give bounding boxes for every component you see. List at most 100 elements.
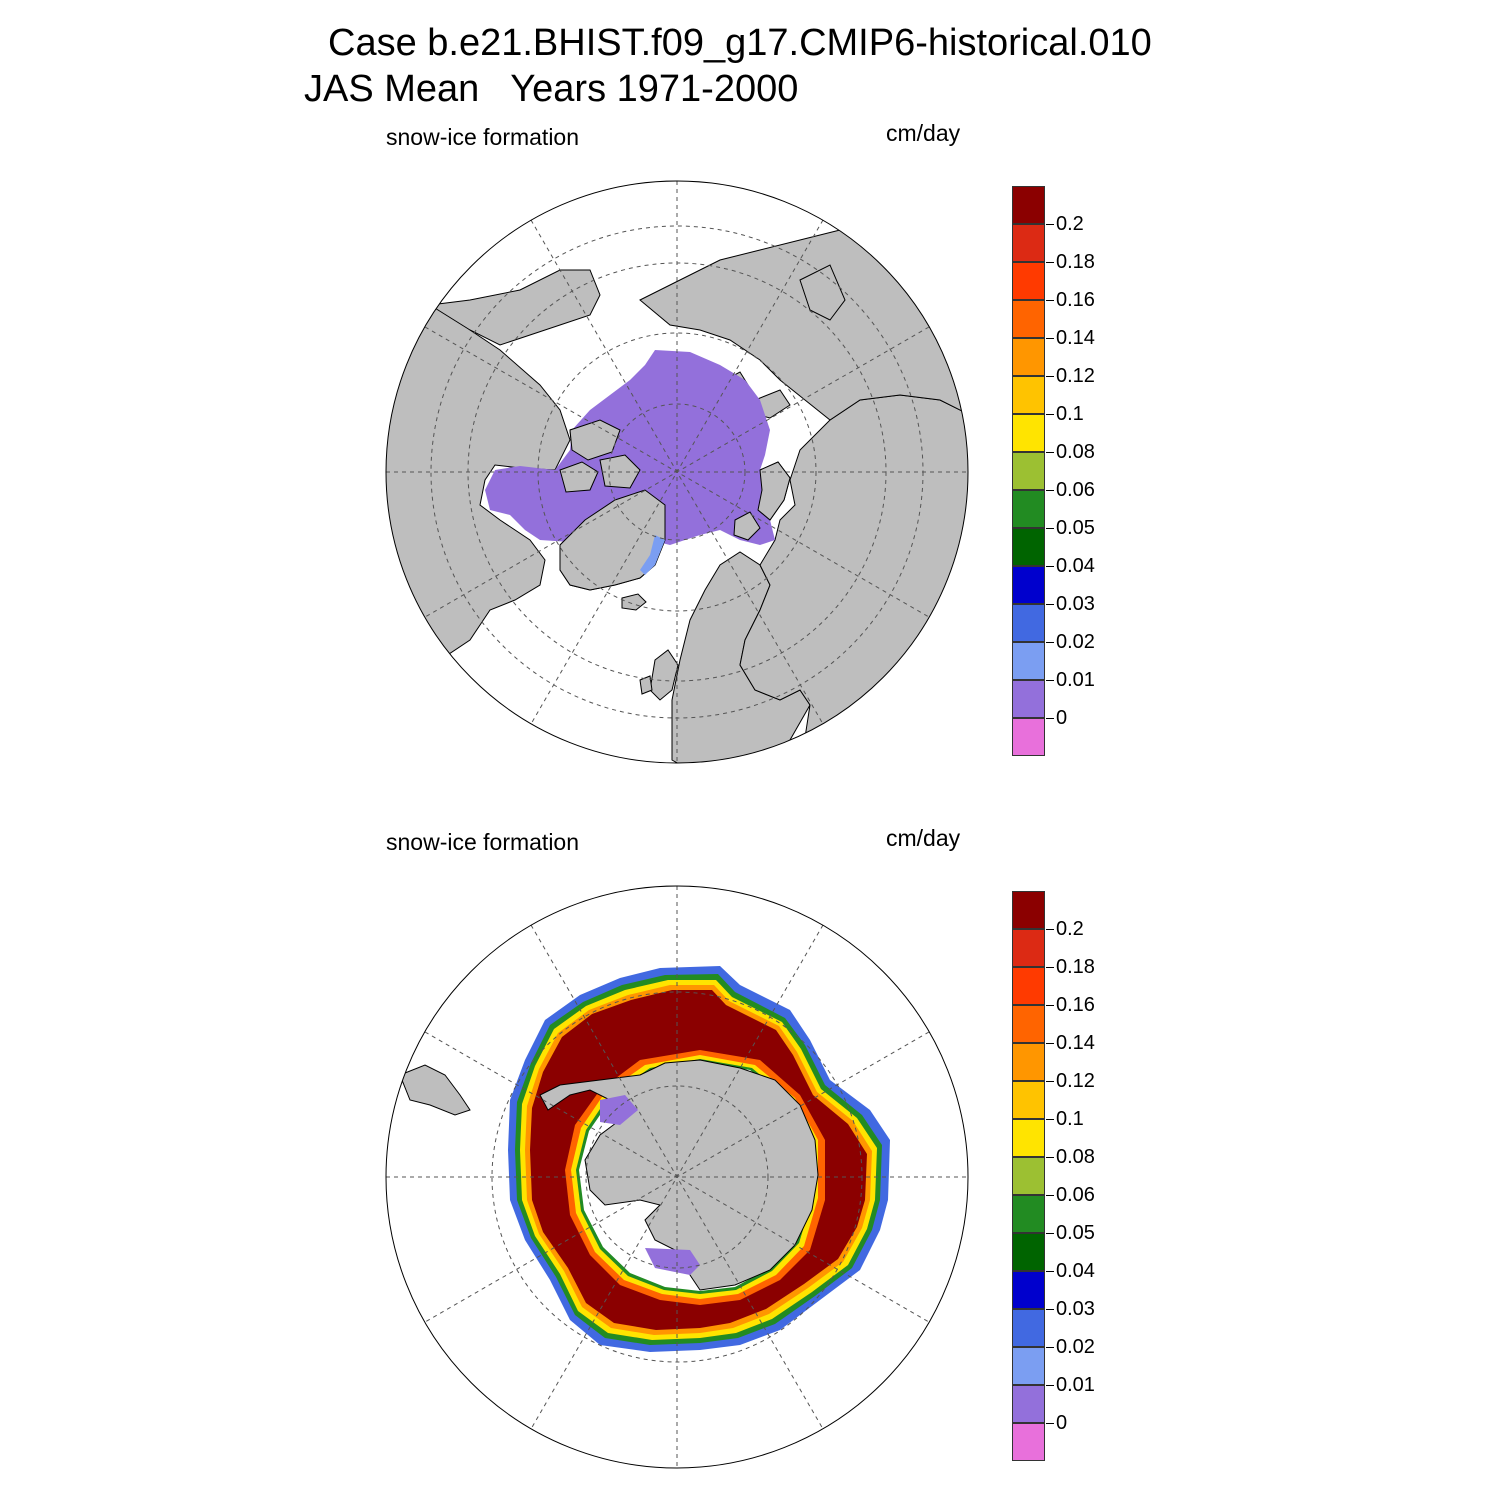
south-colorbar-swatch <box>1012 1309 1045 1347</box>
figure-title-line-1: Case b.e21.BHIST.f09_g17.CMIP6-historica… <box>328 22 1152 64</box>
north-polar-map <box>385 180 969 764</box>
south-colorbar-label: 0.18 <box>1056 956 1095 978</box>
north-colorbar-label: 0.18 <box>1056 251 1095 273</box>
north-colorbar-swatch <box>1012 566 1045 604</box>
south-colorbar-label: 0.04 <box>1056 1260 1095 1282</box>
south-colorbar-tick <box>1046 967 1054 968</box>
south-colorbar-tick <box>1046 1119 1054 1120</box>
south-colorbar-label: 0 <box>1056 1412 1068 1434</box>
south-colorbar-swatch <box>1012 929 1045 967</box>
south-colorbar-tick <box>1046 1309 1054 1310</box>
north-colorbar-tick <box>1046 376 1054 377</box>
south-colorbar-tick <box>1046 1043 1054 1044</box>
north-colorbar-tick <box>1046 490 1054 491</box>
north-colorbar-swatch <box>1012 718 1045 756</box>
south-colorbar-tick <box>1046 1233 1054 1234</box>
north-colorbar-label: 0.05 <box>1056 517 1095 539</box>
south-colorbar-swatch <box>1012 1157 1045 1195</box>
north-colorbar-tick <box>1046 566 1054 567</box>
south-colorbar-swatch <box>1012 1005 1045 1043</box>
south-colorbar-tick <box>1046 929 1054 930</box>
north-snow-ice-field <box>485 350 778 545</box>
north-colorbar-label: 0.01 <box>1056 669 1095 691</box>
north-colorbar-label: 0.04 <box>1056 555 1095 577</box>
north-colorbar-tick <box>1046 338 1054 339</box>
north-colorbar-label: 0.1 <box>1056 403 1084 425</box>
south-graticule <box>386 886 968 1468</box>
north-colorbar-label: 0.02 <box>1056 631 1095 653</box>
north-colorbar-tick <box>1046 262 1054 263</box>
north-colorbar-swatch <box>1012 680 1045 718</box>
north-colorbar-label: 0.08 <box>1056 441 1095 463</box>
south-colorbar-label: 0.1 <box>1056 1108 1084 1130</box>
north-colorbar-tick <box>1046 528 1054 529</box>
north-panel-variable-label: snow-ice formation <box>386 124 580 150</box>
south-america-land <box>399 1064 471 1116</box>
south-colorbar-tick <box>1046 1271 1054 1272</box>
south-colorbar-swatch <box>1012 967 1045 1005</box>
north-colorbar-swatch <box>1012 414 1045 452</box>
north-colorbar-tick <box>1046 452 1054 453</box>
south-colorbar-tick <box>1046 1005 1054 1006</box>
north-colorbar-label: 0.12 <box>1056 365 1095 387</box>
north-colorbar-tick <box>1046 414 1054 415</box>
north-graticule <box>386 181 968 763</box>
north-colorbar-label: 0.2 <box>1056 213 1084 235</box>
south-colorbar-label: 0.02 <box>1056 1336 1095 1358</box>
north-colorbar-tick <box>1046 300 1054 301</box>
north-panel-units-label: cm/day <box>886 120 961 146</box>
north-colorbar-swatch <box>1012 490 1045 528</box>
north-colorbar-label: 0.14 <box>1056 327 1095 349</box>
north-colorbar-tick <box>1046 718 1054 719</box>
south-colorbar-swatch <box>1012 1423 1045 1461</box>
north-colorbar-swatch <box>1012 642 1045 680</box>
south-colorbar-swatch <box>1012 1347 1045 1385</box>
south-colorbar-swatch <box>1012 891 1045 929</box>
south-colorbar-swatch <box>1012 1119 1045 1157</box>
north-colorbar-tick <box>1046 680 1054 681</box>
south-purple-patch-weddell <box>600 1095 638 1125</box>
north-map-border <box>385 180 969 764</box>
south-colorbar-label: 0.08 <box>1056 1146 1095 1168</box>
south-colorbar-swatch <box>1012 1195 1045 1233</box>
south-colorbar-tick <box>1046 1423 1054 1424</box>
north-colorbar-label: 0.03 <box>1056 593 1095 615</box>
south-colorbar-label: 0.03 <box>1056 1298 1095 1320</box>
south-colorbar-label: 0.12 <box>1056 1070 1095 1092</box>
south-panel-units-label: cm/day <box>886 825 961 851</box>
north-colorbar-label: 0.06 <box>1056 479 1095 501</box>
south-colorbar-swatch <box>1012 1081 1045 1119</box>
south-polar-map <box>385 885 969 1469</box>
south-purple-patch-ross <box>645 1248 700 1275</box>
north-greenland-rim <box>640 535 665 575</box>
figure-title-line-2: JAS Mean Years 1971-2000 <box>304 68 799 110</box>
north-colorbar-tick <box>1046 604 1054 605</box>
north-islands <box>559 419 791 591</box>
south-colorbar-tick <box>1046 1081 1054 1082</box>
north-colorbar-tick <box>1046 642 1054 643</box>
north-colorbar-swatch <box>1012 604 1045 642</box>
north-colorbar-label: 0.16 <box>1056 289 1095 311</box>
north-colorbar-swatch <box>1012 186 1045 224</box>
south-colorbar-label: 0.16 <box>1056 994 1095 1016</box>
south-colorbar-label: 0.05 <box>1056 1222 1095 1244</box>
south-colorbar-swatch <box>1012 1385 1045 1423</box>
south-colorbar-label: 0.06 <box>1056 1184 1095 1206</box>
south-colorbar-label: 0.14 <box>1056 1032 1095 1054</box>
south-colorbar-swatch <box>1012 1271 1045 1309</box>
south-colorbar-tick <box>1046 1385 1054 1386</box>
south-colorbar-tick <box>1046 1347 1054 1348</box>
north-colorbar-swatch <box>1012 452 1045 490</box>
north-colorbar-swatch <box>1012 338 1045 376</box>
south-colorbar-label: 0.2 <box>1056 918 1084 940</box>
south-panel-variable-label: snow-ice formation <box>386 829 580 855</box>
north-colorbar-label: 0 <box>1056 707 1068 729</box>
south-map-border <box>385 885 969 1469</box>
north-colorbar-swatch <box>1012 262 1045 300</box>
north-colorbar-swatch <box>1012 300 1045 338</box>
north-colorbar-swatch <box>1012 224 1045 262</box>
south-colorbar-label: 0.01 <box>1056 1374 1095 1396</box>
north-colorbar-swatch <box>1012 376 1045 414</box>
south-colorbar-swatch <box>1012 1043 1045 1081</box>
south-colorbar-tick <box>1046 1195 1054 1196</box>
